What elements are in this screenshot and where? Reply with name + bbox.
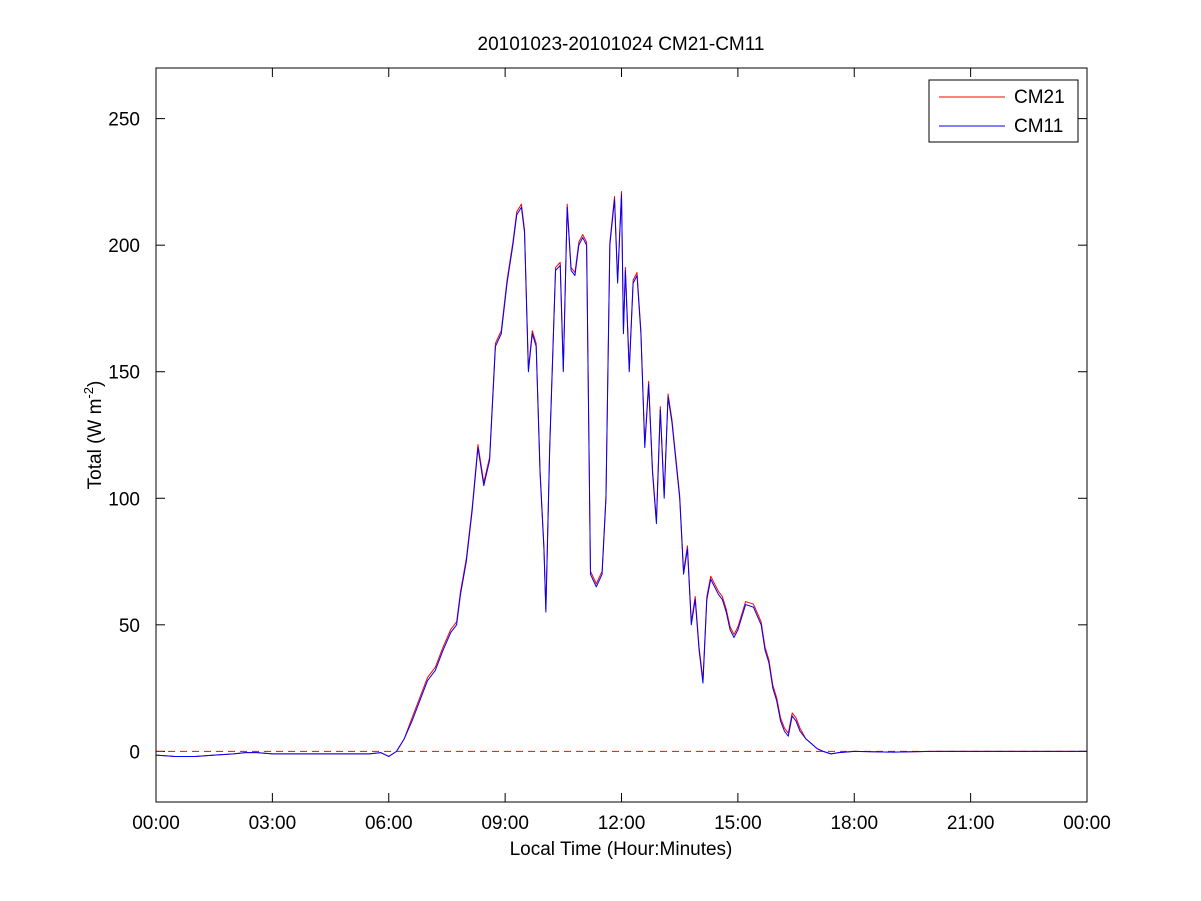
x-tick-label: 15:00 bbox=[714, 813, 762, 834]
y-tick-label: 50 bbox=[119, 616, 140, 637]
y-tick-label: 0 bbox=[129, 742, 140, 763]
legend: CM21 CM11 bbox=[928, 79, 1079, 143]
x-tick-label: 09:00 bbox=[481, 813, 529, 834]
x-tick-label: 18:00 bbox=[830, 813, 878, 834]
x-tick-labels: 00:00 03:00 06:00 09:00 12:00 15:00 18:00 21:00… bbox=[132, 813, 1111, 834]
y-axis-label-superscript: -2 bbox=[81, 387, 96, 399]
x-tick-label: 00:00 bbox=[1063, 813, 1111, 834]
x-axis-label: Local Time (Hour:Minutes) bbox=[510, 839, 733, 860]
y-axis-label: Total (W m-2) bbox=[81, 381, 106, 490]
legend-box bbox=[928, 79, 1079, 143]
y-tick-label: 100 bbox=[108, 489, 140, 510]
y-tick-labels: 0 50 100 150 200 250 bbox=[108, 110, 140, 764]
x-tick-label: 00:00 bbox=[132, 813, 180, 834]
y-tick-label: 200 bbox=[108, 236, 140, 257]
y-axis-label-close: ) bbox=[85, 381, 106, 387]
plot-frame bbox=[155, 67, 1088, 803]
series-lines bbox=[155, 191, 1087, 757]
x-tick-label: 06:00 bbox=[365, 813, 413, 834]
chart-title: 20101023-20101024 CM21-CM11 bbox=[478, 34, 765, 55]
x-tick-label: 03:00 bbox=[249, 813, 297, 834]
legend-label-cm11: CM11 bbox=[1014, 116, 1063, 137]
legend-label-cm21: CM21 bbox=[1014, 87, 1065, 108]
series-line-cm11 bbox=[155, 194, 1087, 757]
x-tick-label: 12:00 bbox=[598, 813, 646, 834]
y-axis-label-main: Total (W m bbox=[85, 399, 106, 490]
y-tick-label: 250 bbox=[108, 110, 140, 131]
y-tick-label: 150 bbox=[108, 363, 140, 384]
x-tick-label: 21:00 bbox=[947, 813, 995, 834]
plot-area bbox=[156, 68, 1087, 802]
